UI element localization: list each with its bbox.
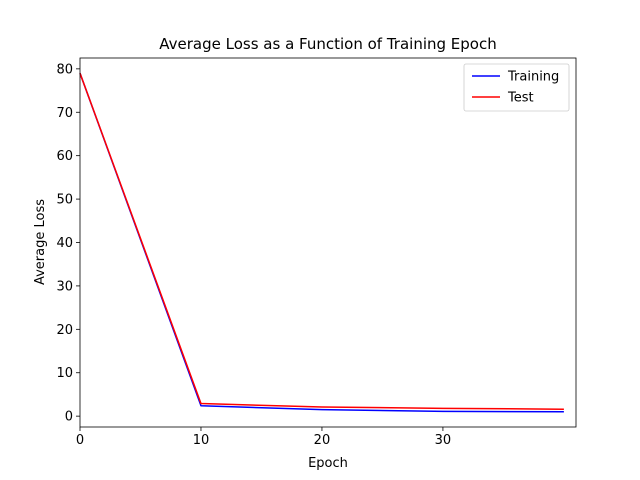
chart-title: Average Loss as a Function of Training E… xyxy=(159,35,496,53)
y-axis-label: Average Loss xyxy=(33,199,48,285)
series-line-test xyxy=(79,72,564,410)
plot-area: 0 10 20 30 0 10 20 30 40 50 60 70 80 xyxy=(56,57,577,448)
x-tick-label: 10 xyxy=(193,433,210,448)
y-tick-label: 50 xyxy=(56,193,73,208)
y-tick-label: 10 xyxy=(56,366,73,381)
x-axis-label: Epoch xyxy=(308,456,348,471)
y-tick-label: 0 xyxy=(65,410,73,425)
y-tick-label: 80 xyxy=(56,62,73,77)
x-tick-label: 0 xyxy=(76,433,84,448)
axes-frame xyxy=(79,57,577,428)
y-tick-label: 60 xyxy=(56,149,73,164)
y-tick-label: 20 xyxy=(56,323,73,338)
legend-label-training: Training xyxy=(507,70,559,85)
x-tick-label: 30 xyxy=(435,433,452,448)
y-tick-label: 70 xyxy=(56,106,73,121)
legend: Training Test xyxy=(463,63,570,112)
legend-label-test: Test xyxy=(507,91,534,106)
y-tick-label: 40 xyxy=(56,236,73,251)
x-tick-label: 20 xyxy=(314,433,331,448)
y-tick-label: 30 xyxy=(56,279,73,294)
